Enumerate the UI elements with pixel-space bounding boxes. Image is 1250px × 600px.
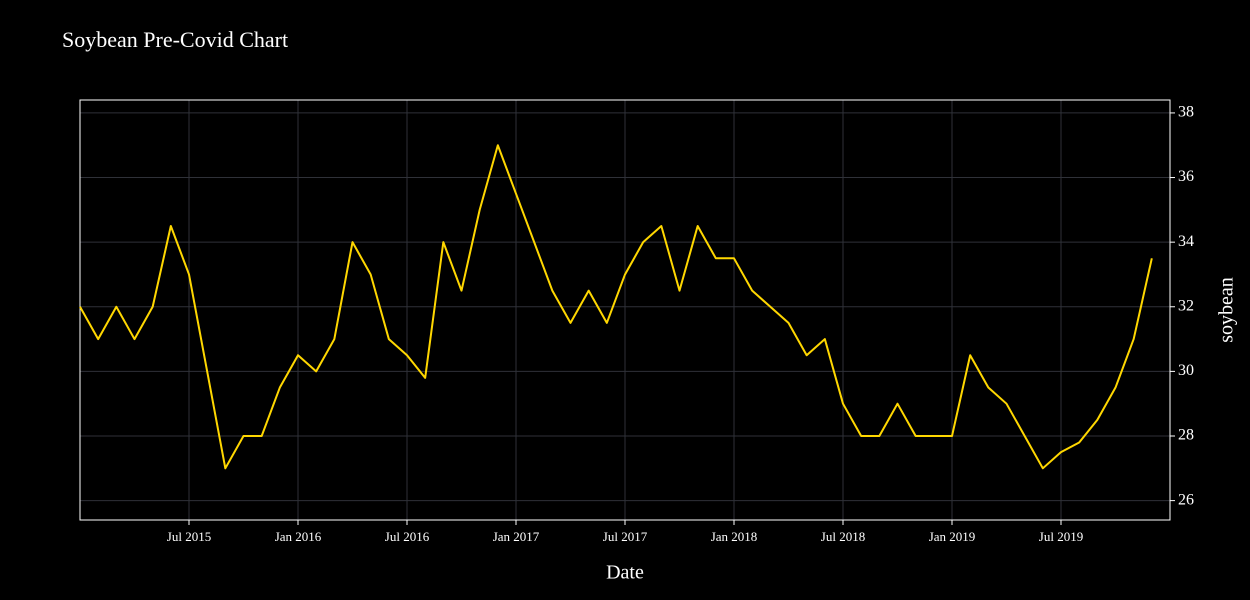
x-tick-label: Jan 2019 — [929, 529, 976, 544]
y-tick-label: 34 — [1178, 233, 1194, 250]
y-tick-label: 30 — [1178, 362, 1194, 379]
x-tick-label: Jan 2018 — [711, 529, 758, 544]
x-tick-label: Jul 2017 — [603, 529, 648, 544]
x-tick-label: Jan 2017 — [493, 529, 540, 544]
x-tick-label: Jul 2015 — [167, 529, 211, 544]
y-axis-label: soybean — [1216, 277, 1238, 343]
plot-frame — [79, 99, 1171, 521]
price-line — [79, 144, 1153, 470]
y-tick-label: 36 — [1178, 168, 1194, 185]
x-tick-label: Jan 2016 — [275, 529, 322, 544]
x-tick-label: Jul 2019 — [1039, 529, 1083, 544]
y-tick-label: 38 — [1178, 104, 1194, 121]
y-tick-label: 26 — [1178, 491, 1194, 508]
y-tick-label: 32 — [1178, 297, 1194, 314]
chart-title: Soybean Pre-Covid Chart — [62, 27, 288, 52]
x-axis-label: Date — [606, 562, 644, 584]
x-tick-label: Jul 2016 — [385, 529, 430, 544]
y-tick-label: 28 — [1178, 427, 1194, 444]
x-tick-label: Jul 2018 — [821, 529, 865, 544]
